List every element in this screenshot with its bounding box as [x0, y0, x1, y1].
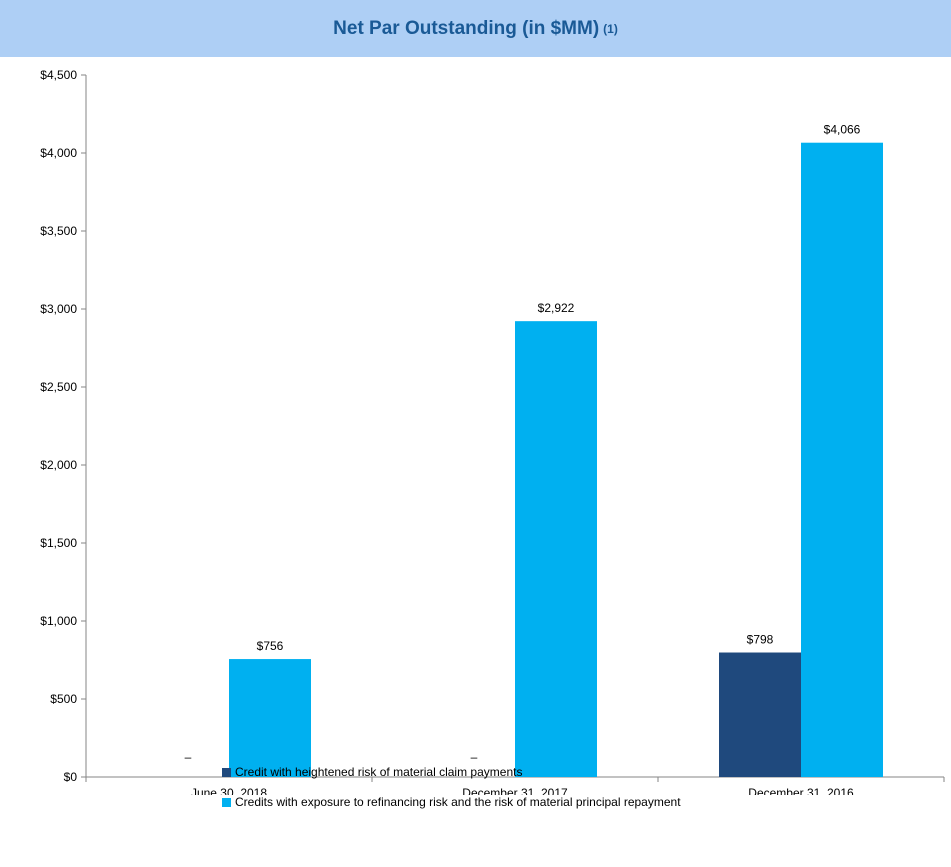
y-tick-label: $2,500 [40, 380, 77, 394]
legend-label-refinancing-risk: Credits with exposure to refinancing ris… [235, 795, 681, 809]
data-label: $4,066 [824, 123, 861, 137]
y-tick-label: $0 [64, 770, 78, 784]
legend-swatch-dark [222, 767, 231, 777]
y-tick-label: $4,500 [40, 68, 77, 82]
bar [801, 142, 883, 778]
bar [719, 652, 801, 777]
title-footnote-marker: (1) [603, 21, 618, 36]
data-label: $798 [747, 633, 774, 647]
bar [229, 659, 311, 777]
legend-item-refinancing-risk: Credits with exposure to refinancing ris… [222, 795, 681, 809]
bar [515, 321, 597, 777]
y-tick-label: $500 [50, 692, 77, 706]
y-tick-label: $1,500 [40, 536, 77, 550]
data-label: $756 [257, 639, 284, 653]
data-label: – [185, 750, 192, 764]
x-tick-label: December 31, 2016 [748, 786, 854, 795]
data-label: $2,922 [538, 301, 575, 315]
legend-label-heightened-risk: Credit with heightened risk of material … [235, 765, 523, 779]
y-tick-label: $1,000 [40, 614, 77, 628]
legend-swatch-light [222, 797, 231, 807]
chart-title-bar: Net Par Outstanding (in $MM) (1) [0, 0, 951, 57]
x-tick-label: June 30, 2018 [191, 786, 267, 795]
legend-item-heightened-risk: Credit with heightened risk of material … [222, 765, 522, 779]
bar-chart: $0 $500 $1,000 $1,500 $2,000 $2,500 $3,000 $3,5… [40, 68, 945, 795]
y-tick-label: $3,000 [40, 302, 77, 316]
y-tick-label: $2,000 [40, 458, 77, 472]
y-tick-label: $4,000 [40, 146, 77, 160]
chart-title: Net Par Outstanding (in $MM) [333, 17, 600, 39]
x-tick-label: December 31, 2017 [462, 786, 568, 795]
y-tick-label: $3,500 [40, 224, 77, 238]
data-label: – [471, 750, 478, 764]
